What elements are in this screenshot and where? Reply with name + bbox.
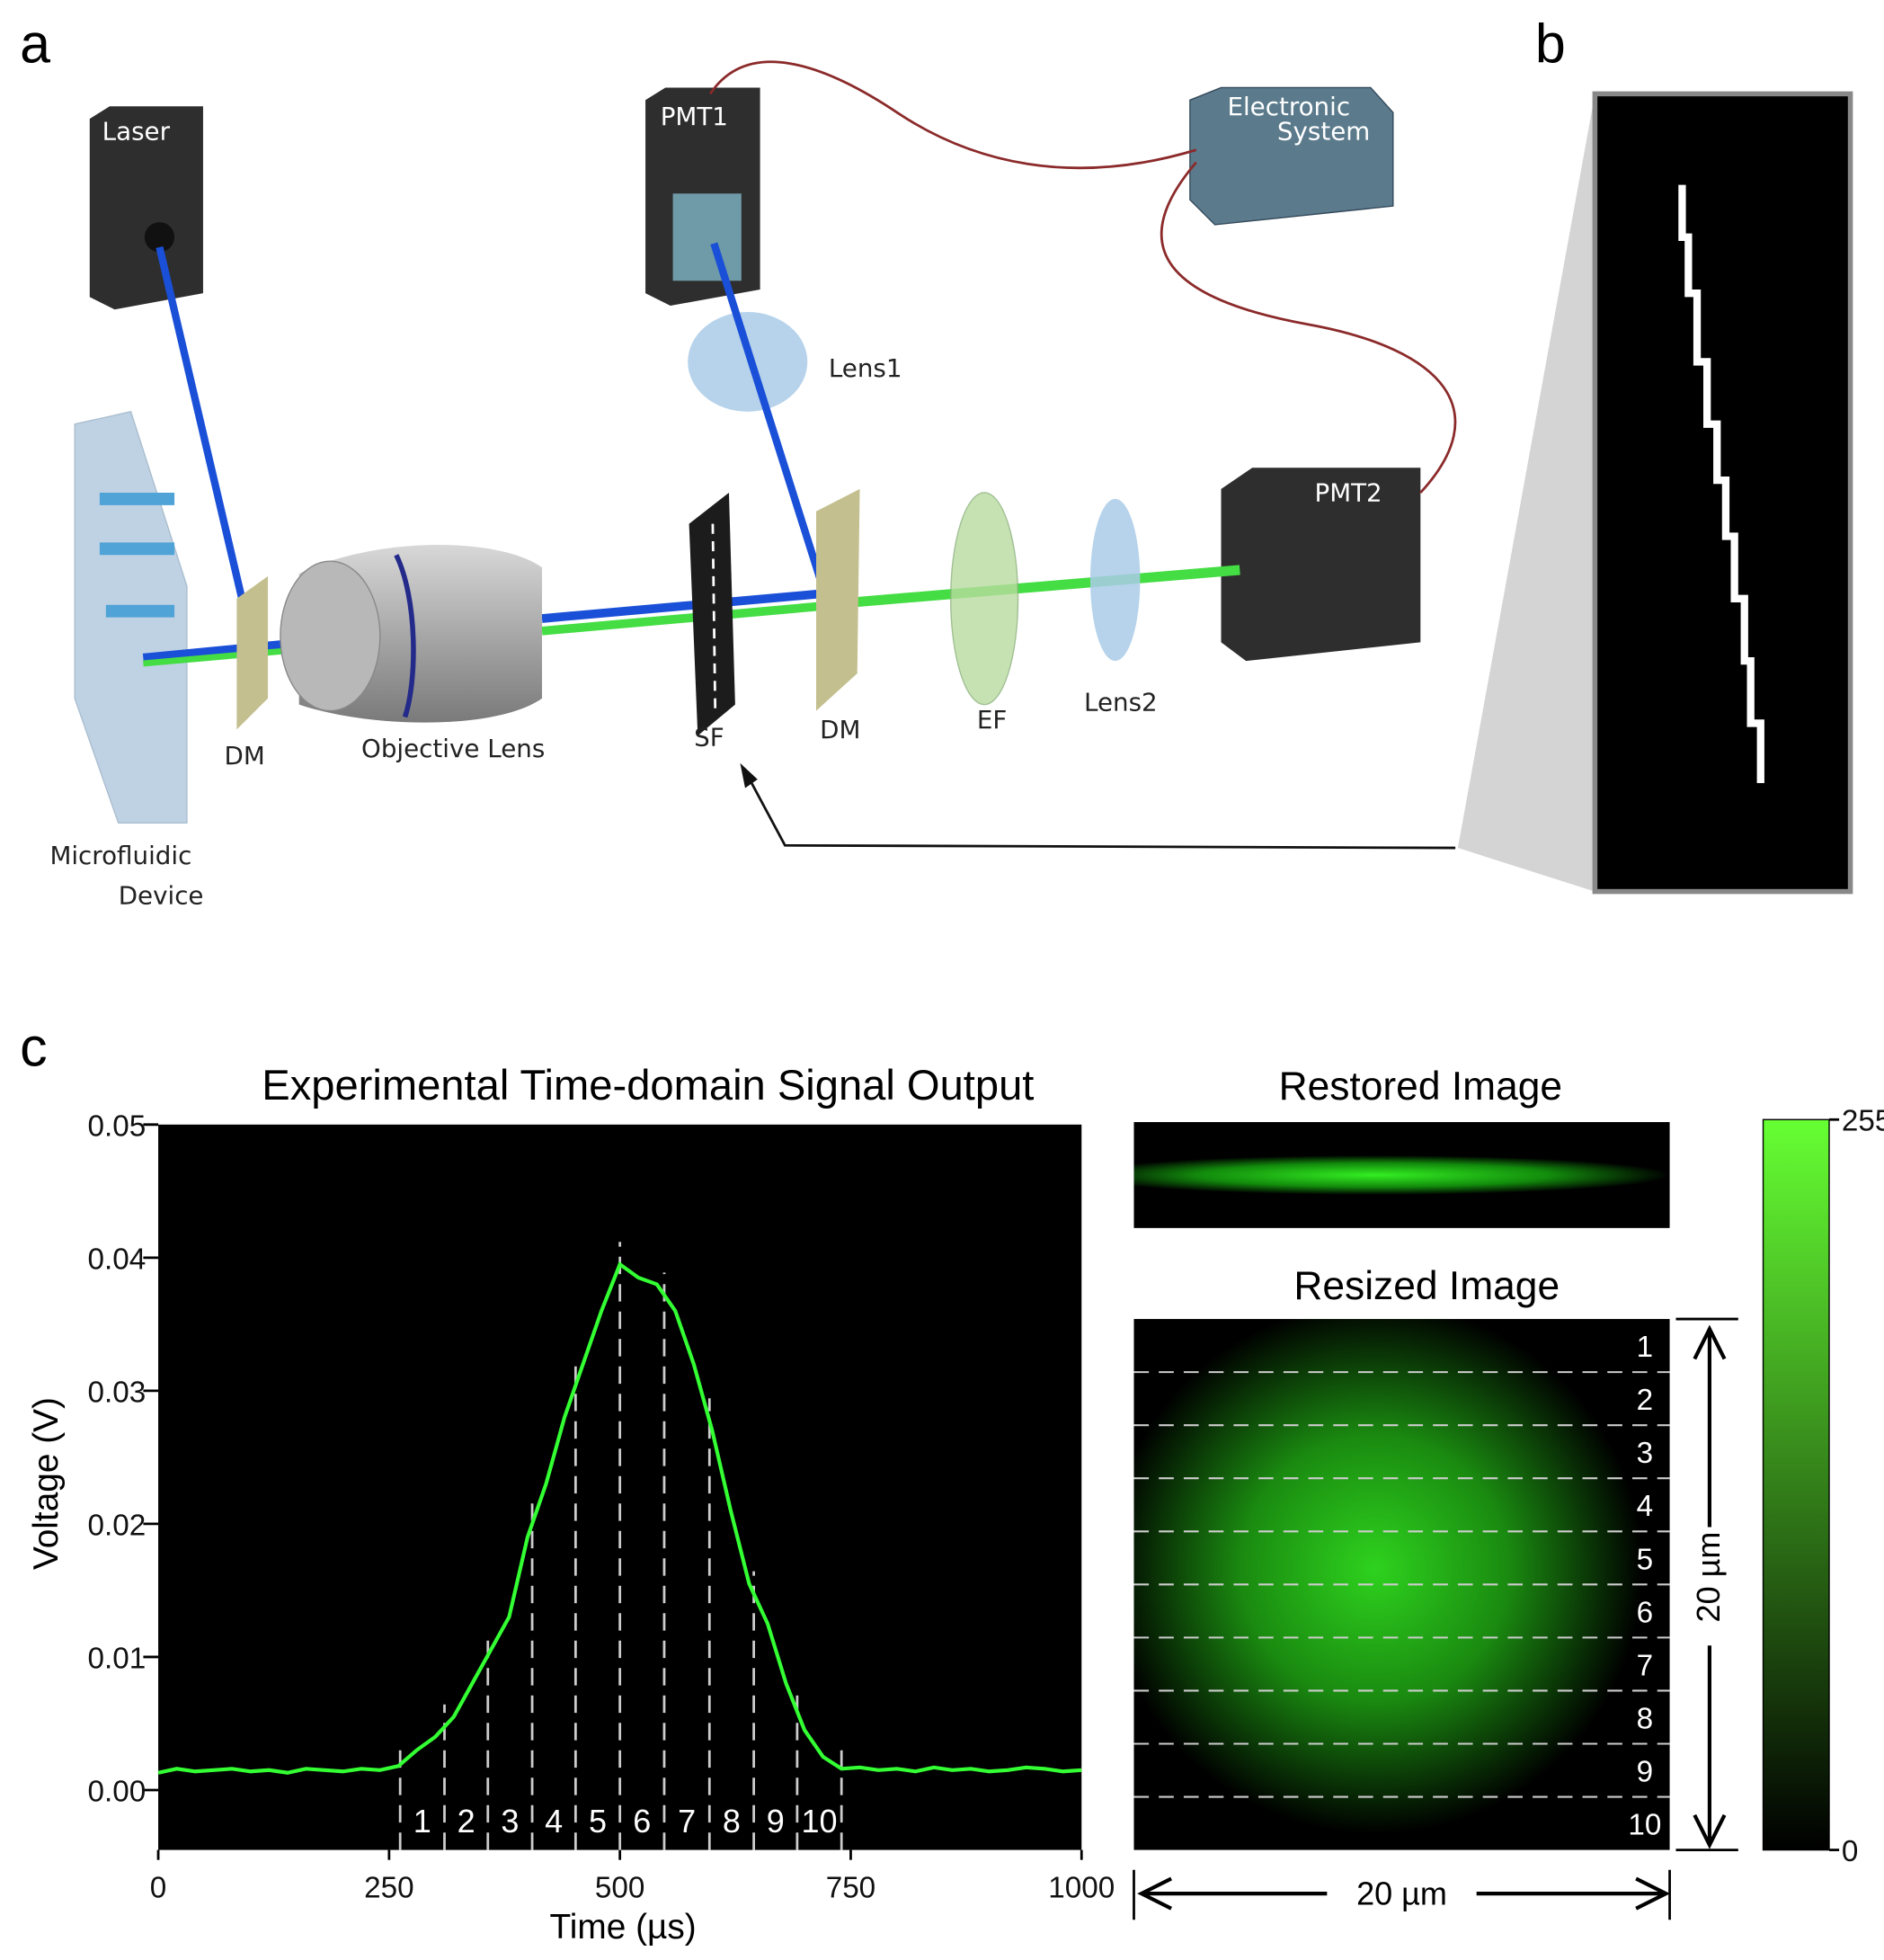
segment-label: 6 <box>633 1803 651 1840</box>
colorbar-ticks: 0 255 <box>1829 1105 1884 1868</box>
beam <box>143 646 300 667</box>
panel-label: a <box>20 13 50 75</box>
lens2 <box>1089 498 1141 662</box>
segment-label: 5 <box>589 1803 607 1840</box>
objective-face <box>280 560 381 712</box>
row-label: 4 <box>1637 1490 1654 1523</box>
row-label: 3 <box>1637 1437 1654 1470</box>
label: SF <box>694 722 724 752</box>
arrow-head <box>740 762 758 788</box>
x-tick-label: 500 <box>595 1871 644 1904</box>
label: PMT2 <box>1314 478 1382 508</box>
image-title: Resized Image <box>1293 1264 1560 1308</box>
height-label: 20 µm <box>1690 1532 1727 1623</box>
x-tick-label: 1000 <box>1048 1871 1115 1904</box>
plot: 0 250 500 750 1000 0.00 0.01 0.02 0.03 0.04 0.05 1 2… <box>87 1109 1115 1904</box>
y-tick-label: 0.03 <box>87 1376 146 1409</box>
beam <box>541 589 823 623</box>
width-label: 20 µm <box>1356 1875 1447 1912</box>
zoom-wedge <box>1457 94 1595 892</box>
label: Lens1 <box>829 353 902 383</box>
y-tick-label: 0.00 <box>87 1775 146 1808</box>
label: Device <box>119 880 204 910</box>
chart-title: Experimental Time-domain Signal Output <box>262 1061 1034 1109</box>
x-tick-label: 250 <box>364 1871 413 1904</box>
label: Laser <box>102 117 171 147</box>
label: Lens2 <box>1084 688 1158 717</box>
laser-box <box>89 106 203 310</box>
extent-tick <box>1675 1317 1738 1851</box>
colorbar <box>1762 1118 1830 1851</box>
segment-label: 4 <box>545 1803 563 1840</box>
aperture <box>144 222 175 253</box>
beam <box>142 638 300 664</box>
beam <box>710 242 826 588</box>
diagram-labels: Laser PMT1 Electronic System Lens1 PMT2 … <box>49 92 1382 910</box>
row-label: 7 <box>1637 1649 1654 1682</box>
beam <box>541 601 823 636</box>
segment-label: 2 <box>458 1803 475 1840</box>
arrow <box>746 775 1456 850</box>
label: Microfluidic <box>49 841 191 870</box>
restored-image <box>1133 1122 1670 1228</box>
label: Objective Lens <box>361 734 545 763</box>
label: PMT1 <box>661 102 728 131</box>
row-label: 1 <box>1637 1331 1654 1364</box>
segment-label: 8 <box>723 1803 741 1840</box>
label: DM <box>225 741 265 771</box>
row-lines: 1 2 3 4 5 6 7 8 9 10 <box>1133 1331 1670 1842</box>
segment-label: 10 <box>801 1803 837 1840</box>
y-tick-label: 0.05 <box>87 1109 146 1143</box>
objective-ring <box>394 554 416 718</box>
emission-filter <box>950 492 1019 706</box>
label: EF <box>977 705 1007 735</box>
extent-tick <box>1133 1869 1671 1920</box>
row-label: 9 <box>1637 1755 1654 1788</box>
row-label: 6 <box>1637 1596 1654 1629</box>
signal-line <box>157 1261 1082 1775</box>
row-label: 2 <box>1637 1384 1654 1417</box>
pmt1-window <box>672 193 742 281</box>
diagram <box>74 60 1853 895</box>
dichroic-mirror <box>815 488 860 711</box>
x-tick-label: 0 <box>150 1871 167 1904</box>
label: DM <box>820 715 860 744</box>
x-tick-label: 750 <box>826 1871 875 1904</box>
segment-label: 9 <box>767 1803 785 1840</box>
panel-label: b <box>1535 13 1566 75</box>
y-tick-label: 0.02 <box>87 1509 146 1542</box>
x-axis-label: Time (µs) <box>550 1908 697 1947</box>
y-axis-label: Voltage (V) <box>27 1397 66 1570</box>
slit <box>711 523 717 711</box>
segment-label: 3 <box>501 1803 519 1840</box>
slit-pattern <box>1678 184 1764 783</box>
channels <box>99 492 175 618</box>
y-tick-label: 0.04 <box>87 1243 146 1276</box>
panel-label: c <box>20 1017 48 1078</box>
segment-label: 1 <box>413 1803 431 1840</box>
dichroic-mirror <box>236 575 269 730</box>
beam <box>156 245 253 631</box>
height-arrow <box>1693 1324 1727 1849</box>
colorbar-tick-label: 0 <box>1842 1835 1859 1868</box>
row-label: 10 <box>1628 1809 1661 1842</box>
electronic-box <box>1189 86 1394 226</box>
y-tick-label: 0.01 <box>87 1642 146 1675</box>
colorbar-tick-label: 255 <box>1842 1105 1884 1138</box>
wire <box>709 60 1197 170</box>
wire <box>1160 161 1457 494</box>
beam <box>822 565 1240 610</box>
label: Electronic <box>1227 92 1350 121</box>
image-title: Restored Image <box>1279 1065 1563 1109</box>
label: System <box>1277 117 1370 147</box>
spatial-filter <box>689 492 735 736</box>
pmt2-box <box>1221 468 1421 662</box>
width-arrow <box>1137 1876 1671 1911</box>
row-label: 5 <box>1637 1543 1654 1576</box>
row-label: 8 <box>1637 1702 1654 1735</box>
segment-label: 7 <box>678 1803 696 1840</box>
